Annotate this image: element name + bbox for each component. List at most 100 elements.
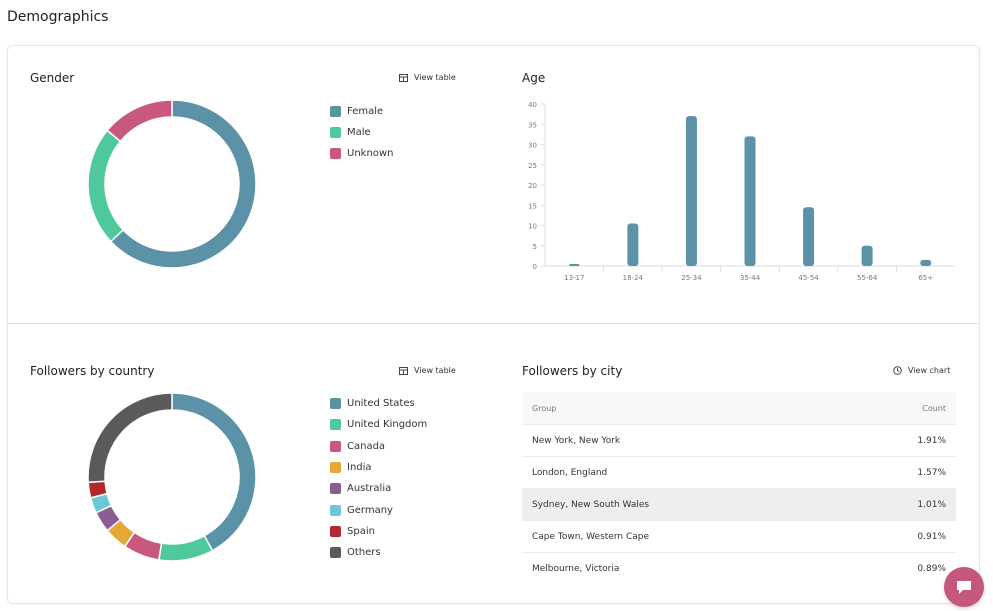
- city-group-cell: London, England: [532, 467, 608, 478]
- legend-swatch: [330, 462, 341, 473]
- legend-label: Male: [347, 127, 371, 138]
- column-header-group[interactable]: Group: [532, 403, 557, 413]
- y-tick-label: 0: [533, 263, 537, 271]
- table-row[interactable]: London, England 1.57%: [522, 456, 956, 488]
- legend-label: United States: [347, 398, 415, 409]
- bar-25-34[interactable]: [685, 116, 697, 267]
- x-tick-label: 45-54: [798, 274, 819, 282]
- y-tick-label: 5: [533, 243, 537, 251]
- donut-slice-female[interactable]: [109, 99, 257, 269]
- legend-swatch: [330, 526, 341, 537]
- age-title: Age: [522, 71, 546, 85]
- city-group-cell: Sydney, New South Wales: [532, 499, 650, 510]
- x-tick-label: 18-24: [623, 274, 644, 282]
- demographics-card: Gender View table Female Male Unknown Ag…: [7, 45, 980, 604]
- bar-65+[interactable]: [920, 259, 932, 266]
- bar-18-24[interactable]: [627, 223, 639, 266]
- clock-icon: [893, 366, 902, 375]
- gender-view-table-label: View table: [414, 73, 456, 82]
- table-row[interactable]: New York, New York 1.91%: [522, 424, 956, 456]
- legend-label: Spain: [347, 526, 375, 537]
- bar-45-54[interactable]: [803, 207, 815, 266]
- city-group-cell: Melbourne, Victoria: [532, 563, 620, 574]
- legend-label: India: [347, 462, 372, 473]
- country-view-table-button[interactable]: View table: [399, 366, 456, 375]
- legend-swatch: [330, 148, 341, 159]
- legend-item-male: Male: [330, 127, 371, 138]
- legend-label: Female: [347, 106, 384, 117]
- y-tick-label: 25: [528, 162, 537, 170]
- x-tick-label: 25-34: [681, 274, 702, 282]
- column-header-count[interactable]: Count: [922, 403, 946, 413]
- legend-item-spain: Spain: [330, 526, 375, 537]
- x-tick-label: 35-44: [740, 274, 761, 282]
- legend-item-germany: Germany: [330, 505, 393, 516]
- donut-slice-others[interactable]: [87, 392, 173, 484]
- donut-slice-male[interactable]: [87, 129, 125, 243]
- legend-item-canada: Canada: [330, 441, 385, 452]
- legend-swatch: [330, 127, 341, 138]
- city-group-cell: Cape Town, Western Cape: [532, 531, 649, 542]
- y-tick-label: 20: [528, 182, 537, 190]
- chat-button[interactable]: [944, 567, 984, 607]
- x-tick-label: 55-64: [857, 274, 878, 282]
- y-tick-label: 40: [528, 101, 537, 109]
- legend-label: Germany: [347, 505, 393, 516]
- legend-item-others: Others: [330, 547, 381, 558]
- city-view-chart-button[interactable]: View chart: [893, 366, 950, 375]
- y-tick-label: 30: [528, 142, 537, 150]
- country-view-table-label: View table: [414, 366, 456, 375]
- table-icon: [399, 73, 408, 82]
- bar-13-17[interactable]: [568, 263, 580, 266]
- legend-swatch: [330, 441, 341, 452]
- city-count-cell: 1.57%: [917, 467, 946, 478]
- table-row[interactable]: Sydney, New South Wales 1.01%: [522, 488, 956, 520]
- donut-slice-unknown[interactable]: [106, 99, 173, 143]
- y-tick-label: 15: [528, 202, 537, 210]
- legend-swatch: [330, 505, 341, 516]
- legend-item-australia: Australia: [330, 483, 391, 494]
- legend-item-united-states: United States: [330, 398, 415, 409]
- y-tick-label: 10: [528, 223, 537, 231]
- legend-label: Australia: [347, 483, 392, 494]
- age-bar-chart: 0 5 10 15 20 25 30 35 40 13-17 18-24 25-34 35-44 45-5…: [528, 101, 955, 282]
- city-count-cell: 1.91%: [917, 435, 946, 446]
- gender-view-table-button[interactable]: View table: [399, 73, 456, 82]
- country-donut-chart: [87, 392, 257, 562]
- legend-label: United Kingdom: [347, 419, 428, 430]
- legend-swatch: [330, 483, 341, 494]
- bar-35-44[interactable]: [744, 136, 756, 266]
- y-tick-label: 35: [528, 121, 537, 129]
- legend-item-united-kingdom: United Kingdom: [330, 419, 427, 430]
- legend-label: Canada: [347, 441, 386, 452]
- city-group-cell: New York, New York: [532, 435, 621, 446]
- city-count-cell: 0.89%: [917, 563, 946, 574]
- legend-label: Unknown: [347, 148, 394, 159]
- city-count-cell: 0.91%: [917, 531, 946, 542]
- legend-item-india: India: [330, 462, 372, 473]
- table-header: Group Count: [522, 392, 956, 424]
- section-divider: [8, 323, 979, 324]
- country-title: Followers by country: [30, 364, 155, 378]
- gender-donut-chart: [87, 99, 257, 269]
- donut-slice-united-kingdom[interactable]: [158, 534, 214, 562]
- city-count-cell: 1.01%: [917, 499, 946, 510]
- legend-swatch: [330, 398, 341, 409]
- legend-swatch: [330, 106, 341, 117]
- table-icon: [399, 366, 408, 375]
- page-title: Demographics: [7, 9, 109, 25]
- table-row[interactable]: Cape Town, Western Cape 0.91%: [522, 520, 956, 552]
- city-title: Followers by city: [522, 364, 623, 378]
- city-view-chart-label: View chart: [908, 366, 951, 375]
- bar-55-64[interactable]: [861, 245, 873, 266]
- x-tick-label: 65+: [918, 274, 933, 282]
- legend-swatch: [330, 419, 341, 430]
- gender-title: Gender: [30, 71, 75, 85]
- chat-bubble-icon: [957, 580, 971, 594]
- table-row[interactable]: Melbourne, Victoria 0.89%: [522, 552, 956, 584]
- city-table: Group Count New York, New York 1.91% Lon…: [522, 392, 956, 584]
- legend-label: Others: [347, 547, 381, 558]
- legend-item-unknown: Unknown: [330, 148, 393, 159]
- legend-item-female: Female: [330, 106, 383, 117]
- donut-slice-united-states[interactable]: [171, 392, 257, 552]
